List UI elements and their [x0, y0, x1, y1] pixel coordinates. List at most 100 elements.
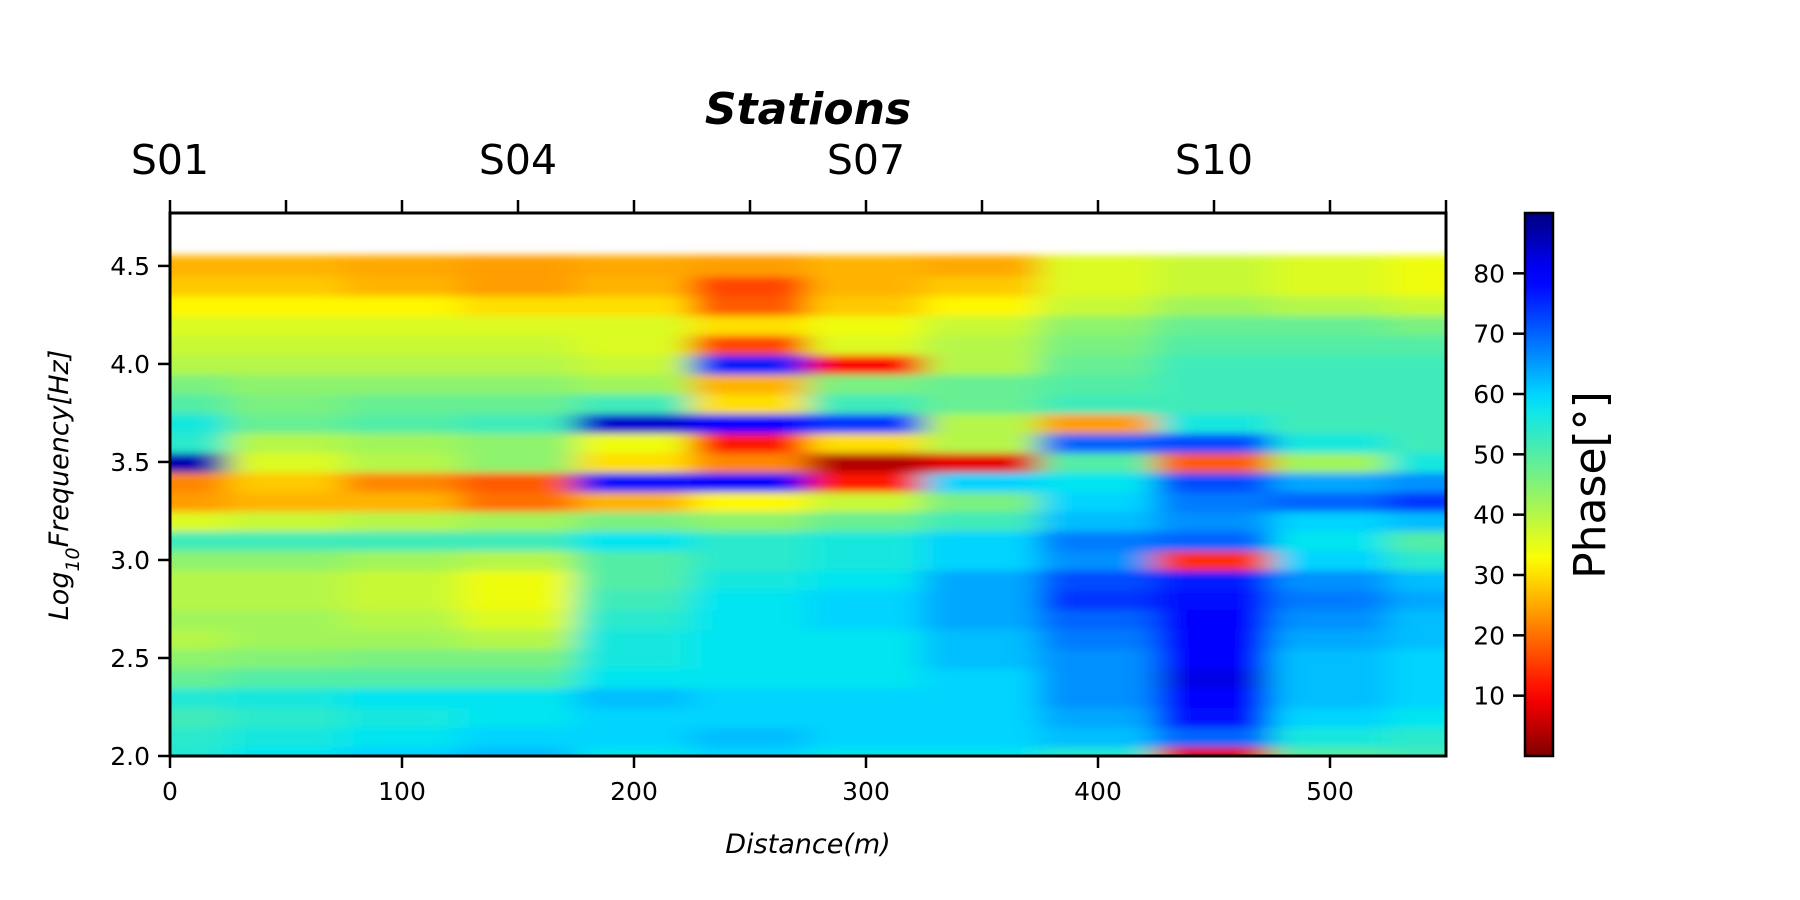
- heatmap-cell: [1387, 451, 1446, 473]
- heatmap-cell: [1039, 451, 1157, 473]
- heatmap-cell: [459, 411, 577, 434]
- heatmap-cell: [691, 392, 809, 414]
- heatmap-cell: [1155, 490, 1273, 512]
- heatmap-cell: [923, 666, 1041, 689]
- heatmap-cell: [1039, 549, 1157, 571]
- heatmap-cell: [691, 255, 809, 277]
- heatmap-cell: [575, 294, 693, 316]
- heatmap-cell: [343, 666, 461, 689]
- heatmap-cell: [1155, 451, 1273, 473]
- heatmap-cell: [575, 725, 693, 748]
- colorbar-tick-label: 50: [1473, 440, 1505, 469]
- heatmap-cell: [923, 451, 1041, 473]
- heatmap-cell: [807, 549, 925, 571]
- heatmap-cell: [459, 705, 577, 728]
- heatmap-cell: [170, 451, 229, 473]
- heatmap-cell: [227, 568, 345, 591]
- plot-frame: [168, 211, 1448, 758]
- y-tick-label: 3.0: [110, 546, 150, 575]
- colorbar-fill: [1525, 213, 1553, 756]
- heatmap-cell: [1039, 255, 1157, 277]
- heatmap-cell: [170, 509, 229, 532]
- heatmap-cell: [575, 411, 693, 434]
- heatmap-cell: [691, 647, 809, 669]
- heatmap-cell: [1155, 372, 1273, 395]
- heatmap-cell: [1271, 392, 1389, 414]
- x-tick-label: 500: [1306, 777, 1354, 806]
- heatmap-cell: [923, 705, 1041, 728]
- heatmap-cell: [923, 607, 1041, 630]
- heatmap-cell: [170, 313, 229, 336]
- heatmap-cell: [575, 705, 693, 728]
- heatmap-cell: [807, 705, 925, 728]
- heatmap-cell: [1271, 686, 1389, 708]
- heatmap-cell: [343, 392, 461, 414]
- heatmap-cell: [170, 411, 229, 434]
- heatmap-cell: [923, 392, 1041, 414]
- heatmap-cell: [1271, 666, 1389, 689]
- heatmap-cell: [1271, 274, 1389, 297]
- heatmap-cell: [1039, 529, 1157, 552]
- heatmap-cell: [343, 333, 461, 356]
- heatmap-cell: [170, 470, 229, 493]
- heatmap-cell: [1039, 627, 1157, 650]
- y-tick-label: 2.0: [110, 742, 150, 771]
- heatmap-cell: [170, 274, 229, 297]
- heatmap-cell: [575, 607, 693, 630]
- heatmap-cell: [459, 588, 577, 610]
- heatmap-cell: [1039, 470, 1157, 493]
- heatmap-cell: [1387, 686, 1446, 708]
- heatmap-cell: [459, 529, 577, 552]
- y-axis-label: Log10Frequency[Hz]: [44, 350, 84, 620]
- heatmap-cell: [923, 274, 1041, 297]
- heatmap-cell: [459, 607, 577, 630]
- heatmap-cell: [807, 451, 925, 473]
- station-labels: S01 S04 S07 S10: [131, 136, 1253, 184]
- heatmap-cell: [343, 549, 461, 571]
- colorbar-tick-label: 60: [1473, 380, 1505, 409]
- heatmap-cell: [807, 431, 925, 454]
- heatmap-cell: [343, 745, 461, 756]
- heatmap-cell: [807, 411, 925, 434]
- heatmap-cell: [170, 647, 229, 669]
- heatmap-cell: [1271, 490, 1389, 512]
- heatmap-cell: [807, 255, 925, 277]
- heatmap-cell: [691, 607, 809, 630]
- heatmap-cell: [227, 725, 345, 748]
- heatmap-cell: [170, 725, 229, 748]
- heatmap-cell: [1387, 509, 1446, 532]
- colorbar-tick-label: 40: [1473, 501, 1505, 530]
- heatmap-cell: [343, 313, 461, 336]
- heatmap-cell: [343, 568, 461, 591]
- heatmap-cell: [170, 588, 229, 610]
- heatmap-cell: [459, 725, 577, 748]
- heatmap-cell: [170, 686, 229, 708]
- heatmap-cell: [170, 705, 229, 728]
- heatmap-cell: [1155, 627, 1273, 650]
- heatmap-cell: [227, 451, 345, 473]
- heatmap-cell: [575, 647, 693, 669]
- heatmap-cell: [575, 490, 693, 512]
- heatmap-cell: [1039, 607, 1157, 630]
- heatmap-cell: [1387, 627, 1446, 650]
- heatmap-cell: [691, 333, 809, 356]
- heatmap-cell: [227, 490, 345, 512]
- heatmap-cell: [227, 294, 345, 316]
- heatmap-cell: [807, 568, 925, 591]
- heatmap-cell: [691, 294, 809, 316]
- heatmap-cell: [1155, 353, 1273, 375]
- heatmap-cell: [227, 588, 345, 610]
- heatmap-cell: [807, 745, 925, 756]
- heatmap-cell: [1039, 568, 1157, 591]
- heatmap-cell: [343, 372, 461, 395]
- heatmap-cell: [691, 372, 809, 395]
- heatmap-cell: [170, 490, 229, 512]
- heatmap-cell: [807, 647, 925, 669]
- heatmap-cell: [459, 294, 577, 316]
- heatmap-cell: [691, 490, 809, 512]
- heatmap-cell: [227, 705, 345, 728]
- heatmap-cell: [227, 647, 345, 669]
- heatmap-cell: [1387, 372, 1446, 395]
- heatmap-cell: [1039, 490, 1157, 512]
